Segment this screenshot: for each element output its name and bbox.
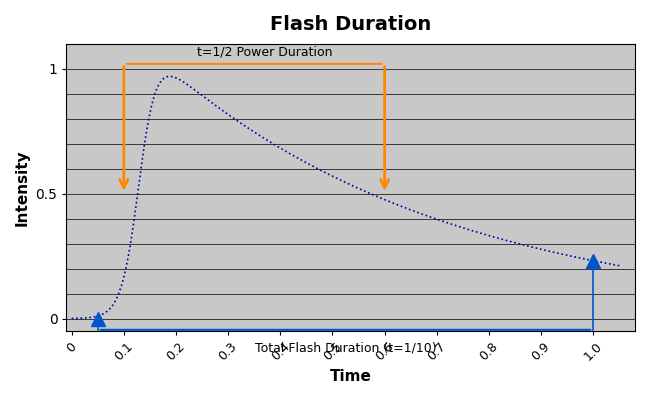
Text: t=1/2 Power Duration: t=1/2 Power Duration xyxy=(197,46,332,59)
Text: Total Flash Duration (t=1/10): Total Flash Duration (t=1/10) xyxy=(255,341,436,354)
X-axis label: Time: Time xyxy=(330,369,372,384)
Y-axis label: Intensity: Intensity xyxy=(15,149,30,226)
Title: Flash Duration: Flash Duration xyxy=(270,15,432,34)
